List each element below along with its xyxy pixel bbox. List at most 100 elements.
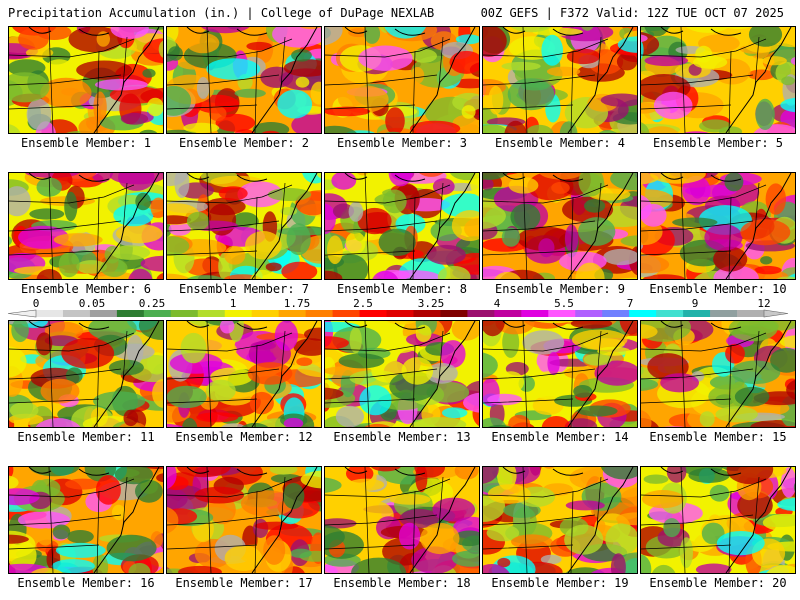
colorbar-swatch — [62, 310, 91, 317]
ensemble-member-map — [166, 172, 322, 280]
ensemble-member-label: Ensemble Member: 17 — [175, 576, 313, 590]
colorbar-tick-label: 7 — [627, 297, 634, 310]
chart-title: Precipitation Accumulation (in.) | Colle… — [8, 6, 435, 20]
precipitation-field — [167, 27, 321, 133]
ensemble-member-map — [640, 172, 796, 280]
precipitation-field — [167, 173, 321, 279]
colorbar-swatch — [710, 310, 738, 317]
ensemble-member-label: Ensemble Member: 13 — [333, 430, 471, 444]
colorbar-tick-label: 0.25 — [139, 297, 166, 310]
ensemble-member-label: Ensemble Member: 8 — [336, 282, 468, 296]
colorbar-swatch — [440, 310, 468, 317]
ensemble-member-label: Ensemble Member: 14 — [491, 430, 629, 444]
precipitation-field — [167, 321, 321, 427]
ensemble-member-map — [640, 26, 796, 134]
ensemble-member-label: Ensemble Member: 11 — [17, 430, 155, 444]
precipitation-field — [641, 467, 795, 573]
precipitation-field — [325, 173, 479, 279]
colorbar-tick-label: 12 — [757, 297, 770, 310]
colorbar-swatch — [737, 310, 765, 317]
ensemble-member-map — [482, 26, 638, 134]
precipitation-field — [325, 321, 479, 427]
ensemble-member-label: Ensemble Member: 7 — [178, 282, 310, 296]
colorbar-tick-label: 2.5 — [353, 297, 373, 310]
ensemble-member-label: Ensemble Member: 19 — [491, 576, 629, 590]
ensemble-member-map — [166, 320, 322, 428]
precipitation-field — [9, 467, 163, 573]
colorbar-tick-label: 1 — [230, 297, 237, 310]
colorbar-tick-label: 5.5 — [554, 297, 574, 310]
colorbar-swatch — [224, 310, 253, 317]
precipitation-field — [483, 321, 637, 427]
ensemble-member-map — [166, 466, 322, 574]
precipitation-field — [483, 27, 637, 133]
colorbar-swatch — [656, 310, 684, 317]
colorbar-tick-label: 0.05 — [79, 297, 106, 310]
ensemble-member-map — [8, 320, 164, 428]
ensemble-member-map — [324, 320, 480, 428]
colorbar-swatch — [467, 310, 495, 317]
ensemble-member-map — [324, 466, 480, 574]
colorbar-swatch — [116, 310, 145, 317]
precipitation-field — [167, 467, 321, 573]
valid-time-label: 00Z GEFS | F372 Valid: 12Z TUE OCT 07 20… — [480, 6, 784, 20]
ensemble-member-label: Ensemble Member: 18 — [333, 576, 471, 590]
colorbar-swatch — [386, 310, 414, 317]
ensemble-member-label: Ensemble Member: 1 — [20, 136, 152, 150]
ensemble-member-label: Ensemble Member: 9 — [494, 282, 626, 296]
colorbar-right-arrow — [763, 309, 789, 318]
ensemble-member-label: Ensemble Member: 15 — [649, 430, 787, 444]
colorbar-swatch — [548, 310, 576, 317]
colorbar-swatch — [332, 310, 360, 317]
colorbar-swatch — [170, 310, 199, 317]
ensemble-member-label: Ensemble Member: 2 — [178, 136, 310, 150]
precipitation-field — [641, 173, 795, 279]
colorbar-swatch — [359, 310, 387, 317]
colorbar-swatch — [413, 310, 441, 317]
precipitation-field — [641, 321, 795, 427]
precipitation-field — [641, 27, 795, 133]
colorbar-swatch — [629, 310, 657, 317]
colorbar-swatch — [602, 310, 630, 317]
colorbar-swatch — [683, 310, 711, 317]
ensemble-member-label: Ensemble Member: 3 — [336, 136, 468, 150]
precipitation-field — [9, 173, 163, 279]
precipitation-field — [325, 467, 479, 573]
ensemble-member-label: Ensemble Member: 4 — [494, 136, 626, 150]
ensemble-member-label: Ensemble Member: 16 — [17, 576, 155, 590]
ensemble-member-map — [324, 26, 480, 134]
ensemble-member-map — [482, 172, 638, 280]
ensemble-member-map — [324, 172, 480, 280]
colorbar-tick-label: 3.25 — [418, 297, 445, 310]
ensemble-member-label: Ensemble Member: 20 — [649, 576, 787, 590]
colorbar-swatch — [251, 310, 280, 317]
colorbar-tick-label: 4 — [494, 297, 501, 310]
colorbar-swatch — [521, 310, 549, 317]
colorbar-swatch — [143, 310, 172, 317]
colorbar-swatch — [197, 310, 226, 317]
precipitation-colorbar: 0 0.05 0.25 1 1.75 2.5 3.25 4 5.5 7 9 12 — [7, 297, 789, 318]
colorbar-swatch — [278, 310, 307, 317]
colorbar-swatch — [36, 310, 64, 317]
precipitation-field — [9, 321, 163, 427]
colorbar-tick-label: 9 — [692, 297, 699, 310]
colorbar-swatch — [89, 310, 118, 317]
ensemble-member-map — [8, 172, 164, 280]
colorbar-swatch — [494, 310, 522, 317]
ensemble-member-map — [640, 466, 796, 574]
ensemble-member-label: Ensemble Member: 10 — [649, 282, 787, 296]
precipitation-field — [9, 27, 163, 133]
colorbar-swatch — [305, 310, 333, 317]
precipitation-field — [325, 27, 479, 133]
ensemble-member-label: Ensemble Member: 5 — [652, 136, 784, 150]
ensemble-member-map — [482, 466, 638, 574]
colorbar-swatch — [575, 310, 603, 317]
ensemble-member-map — [482, 320, 638, 428]
ensemble-member-label: Ensemble Member: 6 — [20, 282, 152, 296]
colorbar-tick-label: 0 — [33, 297, 40, 310]
ensemble-member-map — [8, 26, 164, 134]
precipitation-field — [483, 173, 637, 279]
ensemble-member-map — [8, 466, 164, 574]
colorbar-left-arrow — [7, 309, 37, 318]
precipitation-field — [483, 467, 637, 573]
